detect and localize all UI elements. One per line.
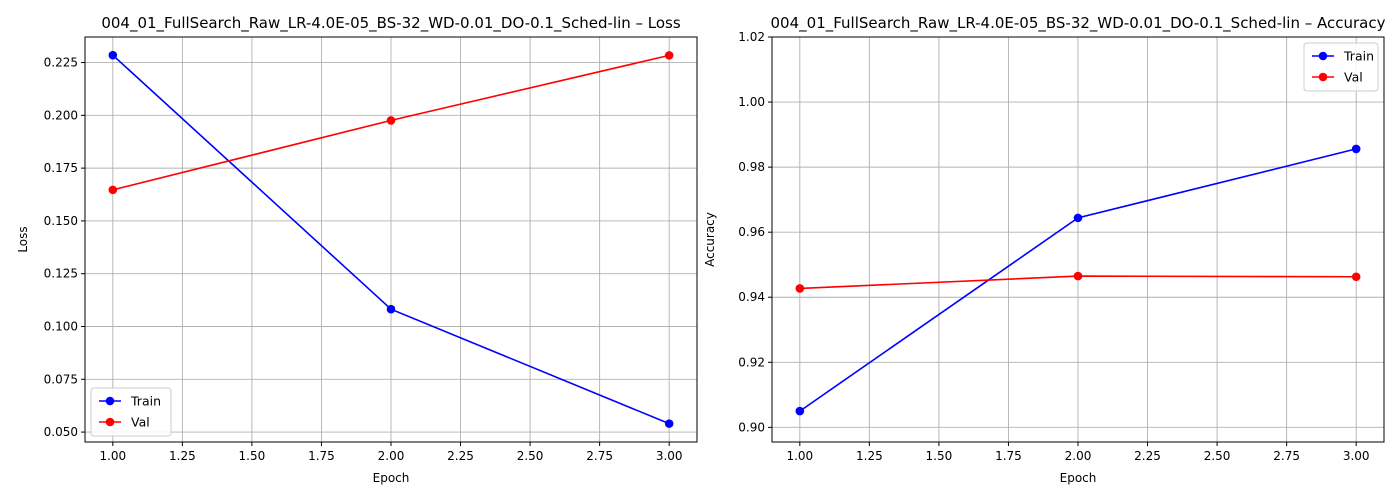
y-tick-label: 0.150 — [44, 214, 78, 228]
y-tick-label: 0.175 — [44, 161, 78, 175]
y-tick-label: 0.200 — [44, 108, 78, 122]
data-point-val — [1351, 272, 1361, 282]
y-tick-label: 0.125 — [44, 267, 78, 281]
x-tick-label: 2.25 — [1134, 449, 1161, 463]
x-tick-label: 1.00 — [786, 449, 813, 463]
legend-label-train: Train — [130, 394, 161, 409]
legend-label-train: Train — [1343, 49, 1374, 64]
y-tick-label: 0.92 — [738, 355, 765, 369]
chart-1: 1.00 1.25 1.50 1.75 2.00 2.25 2.50 2.75 3.00 0.05… — [16, 14, 698, 485]
y-tick-label: 0.075 — [44, 372, 78, 386]
data-point-train — [1073, 213, 1083, 223]
x-tick-label: 2.50 — [1204, 449, 1231, 463]
x-tick-label: 2.50 — [517, 449, 544, 463]
x-axis-label: Epoch — [373, 471, 410, 485]
legend: Train Val — [90, 387, 172, 437]
y-tick-label: 0.100 — [44, 319, 78, 333]
legend-marker-val — [105, 417, 115, 427]
data-point-val — [108, 185, 118, 195]
data-point-train — [108, 50, 118, 60]
data-point-train — [386, 304, 396, 314]
legend-label-val: Val — [131, 415, 150, 430]
y-tick-label: 0.050 — [44, 425, 78, 439]
data-point-val — [795, 284, 805, 293]
x-tick-label: 3.00 — [1343, 449, 1370, 463]
data-point-val — [1073, 271, 1083, 281]
chart-title: 004_01_FullSearch_Raw_LR-4.0E-05_BS-32_W… — [771, 14, 1386, 33]
data-point-val — [386, 116, 396, 125]
x-tick-label: 2.00 — [1065, 449, 1092, 463]
x-tick-label: 1.50 — [926, 449, 953, 463]
x-tick-label: 2.00 — [378, 449, 405, 463]
x-tick-label: 1.50 — [239, 449, 266, 463]
x-tick-label: 1.25 — [169, 449, 196, 463]
data-point-val — [664, 51, 674, 60]
data-point-train — [664, 419, 674, 428]
x-tick-label: 1.75 — [308, 449, 335, 463]
chart-title: 004_01_FullSearch_Raw_LR-4.0E-05_BS-32_W… — [101, 14, 681, 33]
legend-label-val: Val — [1344, 70, 1363, 85]
legend: Train Val — [1303, 42, 1379, 92]
legend-marker-val — [1318, 72, 1328, 82]
plot-frame — [771, 36, 1385, 443]
y-tick-label: 1.02 — [738, 30, 765, 44]
y-tick-label: 0.94 — [738, 290, 765, 304]
x-tick-label: 2.25 — [447, 449, 474, 463]
x-tick-label: 3.00 — [656, 449, 683, 463]
y-tick-label: 0.98 — [738, 160, 765, 174]
legend-marker-train — [105, 396, 115, 406]
y-axis-label: Loss — [16, 226, 30, 252]
x-tick-label: 2.75 — [586, 449, 613, 463]
y-tick-label: 1.00 — [738, 95, 765, 109]
x-tick-label: 1.75 — [995, 449, 1022, 463]
plot-frame — [84, 36, 698, 443]
y-axis-label: Accuracy — [703, 212, 717, 267]
legend-marker-train — [1318, 51, 1328, 61]
y-tick-label: 0.90 — [738, 420, 765, 434]
x-tick-label: 1.25 — [856, 449, 883, 463]
data-point-train — [795, 406, 805, 416]
data-point-train — [1351, 144, 1361, 154]
x-tick-label: 2.75 — [1273, 449, 1300, 463]
y-tick-label: 0.96 — [738, 225, 765, 239]
x-axis-label: Epoch — [1060, 471, 1097, 485]
x-tick-label: 1.00 — [99, 449, 126, 463]
y-tick-label: 0.225 — [44, 56, 78, 70]
chart-2: 1.00 1.25 1.50 1.75 2.00 2.25 2.50 2.75 3.00 0.90… — [703, 14, 1386, 485]
